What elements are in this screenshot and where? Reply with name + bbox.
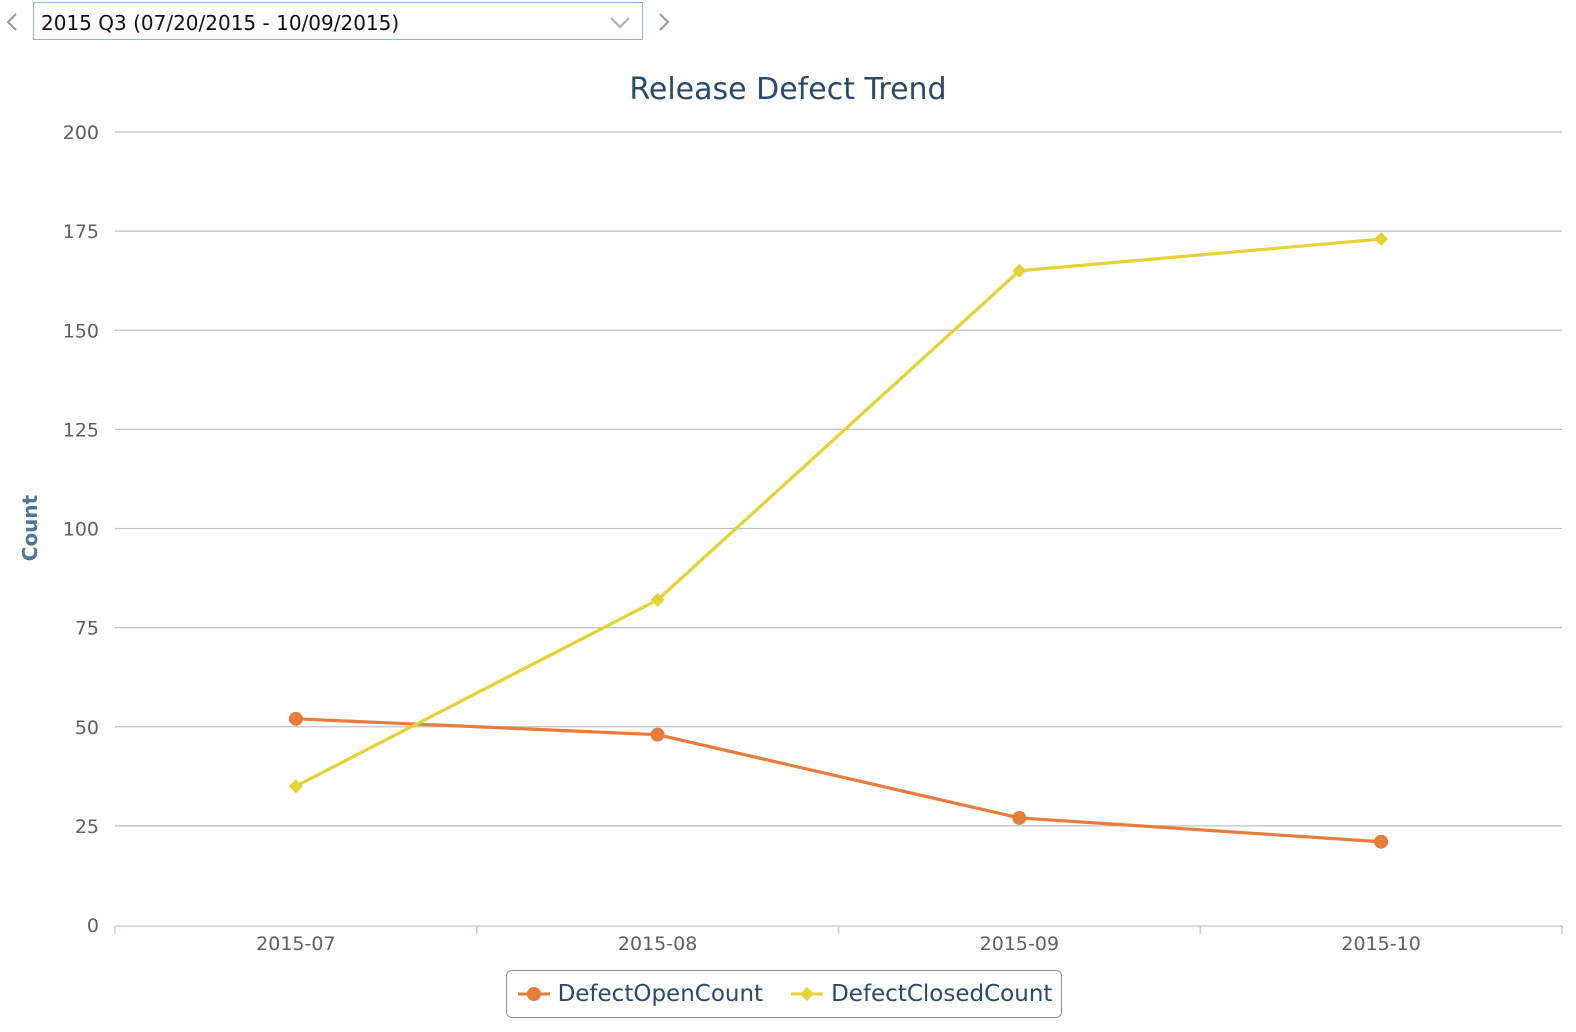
data-point[interactable] [650,727,665,742]
data-point[interactable] [288,779,303,794]
y-tick-label: 125 [63,419,99,441]
period-select-value: 2015 Q3 (07/20/2015 - 10/09/2015) [41,11,400,35]
previous-period-button[interactable] [0,4,24,40]
data-point[interactable] [288,711,303,726]
series-line-1 [295,237,1382,788]
y-tick-label: 175 [63,221,99,243]
legend-item-open[interactable]: DefectOpenCount [516,981,764,1007]
y-tick-label: 200 [63,122,99,144]
chart-legend: DefectOpenCount DefectClosedCount [506,970,1062,1018]
x-tick-label: 2015-08 [618,933,697,955]
x-tick-label: 2015-09 [980,933,1059,955]
x-tick-label: 2015-10 [1341,933,1420,955]
y-tick-label: 25 [75,816,99,838]
grid-lines [115,131,1562,827]
series-line-0 [295,717,1382,844]
x-tick-label: 2015-07 [256,933,335,955]
data-point[interactable] [1374,232,1389,247]
y-tick-label: 0 [87,915,99,937]
chart-title: Release Defect Trend [629,72,947,107]
y-tick-label: 100 [63,519,99,541]
legend-diamond-marker-icon [791,987,824,1001]
y-tick-label: 75 [75,618,99,640]
period-select[interactable]: 2015 Q3 (07/20/2015 - 10/09/2015) [33,2,643,40]
x-axis [114,925,1563,934]
series-markers [288,232,1389,849]
x-axis-tick-labels: 2015-07 2015-08 2015-09 2015-10 [256,933,1421,955]
series-lines [295,237,1382,844]
legend-circle-marker-icon [517,987,550,1001]
legend-label-closed: DefectClosedCount [831,981,1053,1007]
next-period-button[interactable] [652,4,676,40]
y-tick-label: 50 [75,717,99,739]
y-tick-label: 150 [63,320,99,342]
data-point[interactable] [650,592,665,607]
data-point[interactable] [1012,263,1027,278]
chevron-right-icon [659,13,670,31]
y-axis-tick-labels: 0 25 50 75 100 125 150 175 200 [63,122,99,937]
data-point[interactable] [1374,834,1389,849]
legend-item-closed[interactable]: DefectClosedCount [789,981,1052,1007]
chevron-left-icon [6,13,17,31]
legend-label-open: DefectOpenCount [557,981,764,1007]
data-point[interactable] [1012,810,1027,825]
chevron-down-icon [610,17,630,29]
